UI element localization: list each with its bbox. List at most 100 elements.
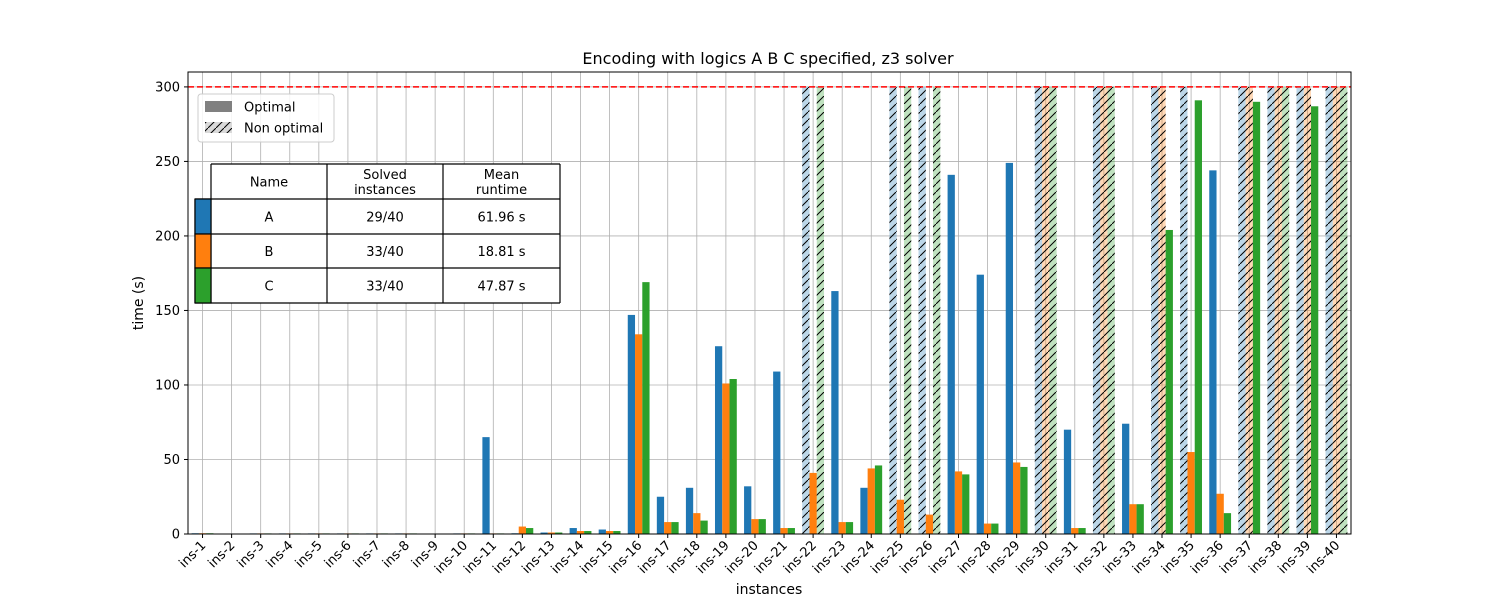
table-cell: A <box>265 211 274 226</box>
y-tick-label: 150 <box>155 304 180 319</box>
table-cell: B <box>265 245 274 260</box>
bar-fill <box>780 528 788 534</box>
bar-hatch <box>1332 86 1341 534</box>
summary-table: Name Solved instances Mean runtime A 29/40 61.9… <box>194 163 561 304</box>
legend: Optimal Non optimal <box>197 93 335 143</box>
bar-a-ins-14 <box>569 528 577 534</box>
bar-hatch <box>1274 86 1282 534</box>
bar-hatch <box>1092 86 1101 534</box>
legend-entry-non-optimal: Non optimal <box>205 122 323 137</box>
bar-c-ins-34 <box>1165 229 1173 535</box>
bar-fill <box>656 496 665 534</box>
bar-hatch <box>1325 86 1333 534</box>
legend-swatch-hatch <box>205 122 232 133</box>
bar-a-ins-40 <box>1325 86 1333 534</box>
x-tick-label: ins-8 <box>380 538 413 571</box>
bar-b-ins-25 <box>896 499 904 534</box>
bar-b-ins-18 <box>693 513 701 534</box>
bar-a-ins-27 <box>947 174 955 534</box>
bar-c-ins-38 <box>1281 86 1290 534</box>
bar-fill <box>1013 462 1021 534</box>
bar-hatch <box>1100 86 1108 534</box>
bar-fill <box>954 471 963 534</box>
y-axis: 0 50 100 150 200 250 300 <box>155 80 188 543</box>
bar-a-ins-28 <box>976 274 984 534</box>
bar-fill <box>642 282 650 534</box>
bar-c-ins-13 <box>555 532 563 534</box>
bar-c-ins-31 <box>1078 528 1086 534</box>
bar-c-ins-32 <box>1107 86 1115 534</box>
bar-a-ins-37 <box>1238 86 1246 534</box>
table-swatch-b <box>194 233 212 269</box>
legend-swatch <box>205 101 232 112</box>
table-header-2: Mean runtime <box>476 168 527 198</box>
bar-a-ins-26 <box>918 86 926 534</box>
bar-a-ins-15 <box>598 529 606 534</box>
x-axis: ins-1ins-2ins-3ins-4ins-5ins-6ins-7ins-8… <box>176 534 1343 577</box>
bar-a-ins-13 <box>540 532 548 534</box>
bar-b-ins-32 <box>1100 86 1108 534</box>
bar-fill <box>1311 106 1319 535</box>
bar-fill <box>1071 528 1079 534</box>
bar-c-ins-24 <box>874 465 883 534</box>
bar-fill <box>991 523 999 534</box>
y-tick-label: 300 <box>155 80 180 95</box>
table-cell: 61.96 s <box>477 211 525 226</box>
table-cell: 47.87 s <box>477 280 525 295</box>
bar-a-ins-29 <box>1005 162 1014 535</box>
bar-c-ins-23 <box>845 522 854 534</box>
y-tick-label: 100 <box>155 378 180 393</box>
bar-fill <box>1129 504 1137 534</box>
bar-fill <box>874 465 883 534</box>
bar-fill <box>962 474 970 534</box>
bar-b-ins-16 <box>635 334 643 534</box>
bar-b-ins-19 <box>722 383 730 534</box>
bar-a-ins-18 <box>685 487 694 534</box>
bar-hatch <box>1158 86 1166 534</box>
bar-b-ins-34 <box>1158 86 1166 534</box>
bar-fill <box>714 346 723 534</box>
bar-fill <box>685 487 694 534</box>
bar-fill <box>758 519 766 534</box>
bar-b-ins-29 <box>1013 462 1021 534</box>
bar-hatch <box>1340 86 1348 534</box>
bar-a-ins-17 <box>656 496 665 534</box>
bar-hatch <box>1151 86 1159 534</box>
bar-c-ins-16 <box>642 282 650 534</box>
bar-fill <box>693 513 701 534</box>
bar-c-ins-33 <box>1136 504 1144 534</box>
bar-c-ins-17 <box>671 522 679 534</box>
bar-c-ins-29 <box>1020 466 1028 534</box>
bar-c-ins-21 <box>787 528 795 534</box>
table-header-line: Solved <box>363 168 407 183</box>
bar-b-ins-27 <box>954 471 963 534</box>
bar-hatch <box>1245 86 1253 534</box>
bar-fill <box>1187 452 1195 534</box>
bar-a-ins-23 <box>831 291 839 534</box>
bar-fill <box>518 526 526 534</box>
bar-b-ins-24 <box>867 468 875 534</box>
legend-label: Optimal <box>244 101 295 116</box>
x-tick-label: ins-5 <box>293 538 326 571</box>
bar-fill <box>722 383 730 534</box>
bar-a-ins-35 <box>1180 86 1188 534</box>
bar-fill <box>845 522 854 534</box>
bar-a-ins-11 <box>482 437 490 534</box>
bar-fill <box>925 514 934 534</box>
bar-fill <box>729 379 737 534</box>
bar-b-ins-23 <box>838 522 846 534</box>
y-tick-label: 250 <box>155 155 180 170</box>
x-tick-label: ins-6 <box>322 538 355 571</box>
bar-hatch <box>1267 86 1275 534</box>
bar-hatch <box>1296 86 1304 534</box>
bar-hatch <box>1281 86 1290 534</box>
bar-b-ins-13 <box>547 532 556 534</box>
bar-b-ins-20 <box>751 519 759 534</box>
bar-fill <box>540 532 548 534</box>
bar-c-ins-26 <box>933 86 941 534</box>
bar-hatch <box>1238 86 1246 534</box>
bar-a-ins-34 <box>1151 86 1159 534</box>
bar-fill <box>787 528 795 534</box>
bar-fill <box>809 472 817 534</box>
